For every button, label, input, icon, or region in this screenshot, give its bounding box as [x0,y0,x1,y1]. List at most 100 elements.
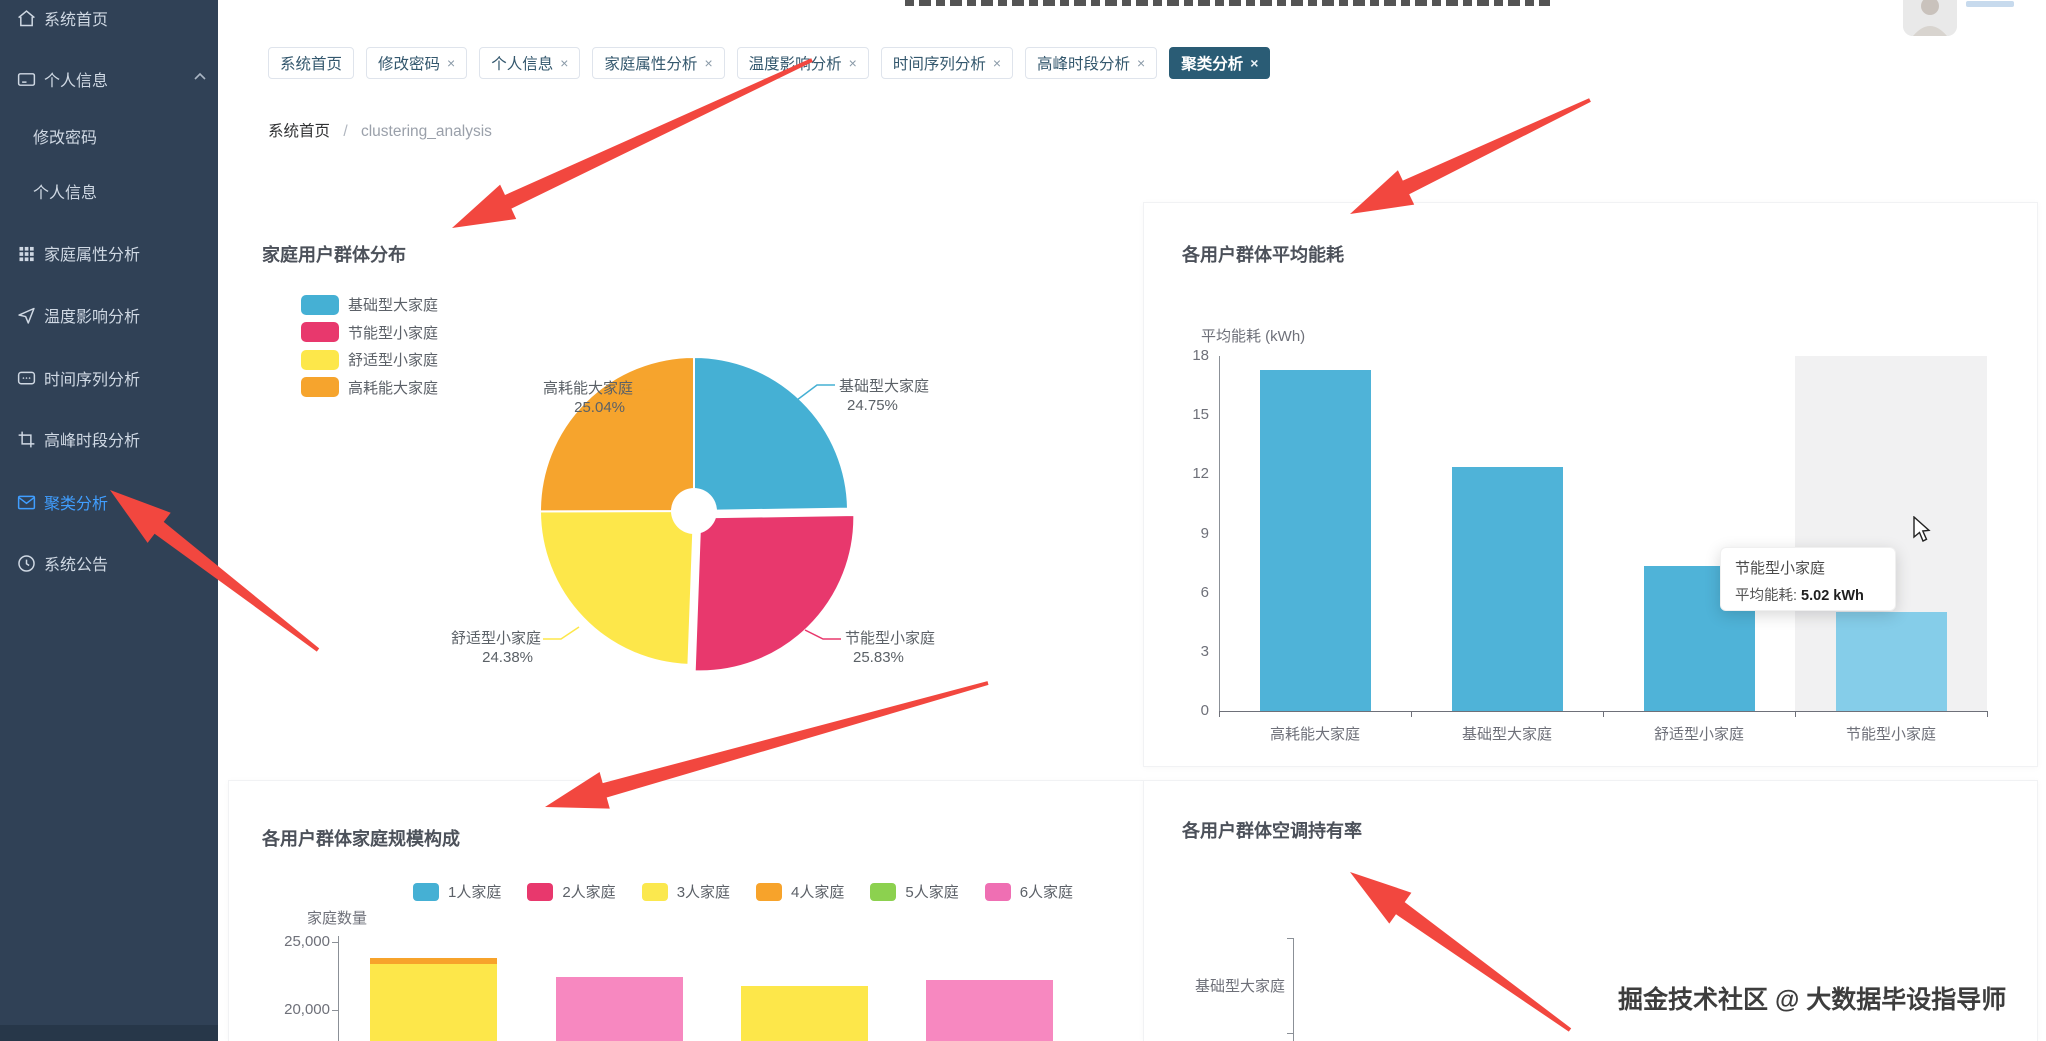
size-legend-item-5人家庭[interactable]: 5人家庭 [870,881,959,902]
pie-slice-基础型大家庭[interactable] [693,355,850,513]
axis-tick [332,1010,338,1011]
tag-tab-温度影响分析[interactable]: 温度影响分析 × [736,47,869,79]
x-axis-tick [1219,711,1220,717]
tag-label: 高峰时段分析 [1037,56,1131,73]
stacked-bar-segment[interactable] [741,985,868,1041]
stacked-bar-segment[interactable] [926,980,1053,1041]
tag-label: 系统首页 [280,56,343,73]
send-icon [16,305,37,326]
legend-label: 舒适型小家庭 [348,352,439,369]
sidebar-item-label: 高峰时段分析 [44,433,141,450]
pie-legend-item-舒适型小家庭[interactable]: 舒适型小家庭 [301,349,438,370]
breadcrumb-root[interactable]: 系统首页 [268,123,331,140]
sidebar-item-系统公告[interactable]: 系统公告 [0,546,218,580]
size-legend-item-4人家庭[interactable]: 4人家庭 [756,881,844,902]
sidebar-item-温度影响分析[interactable]: 温度影响分析 [0,298,218,332]
card-ac-ownership: 各用户群体空调持有率 基础型大家庭 [1143,780,2038,1041]
sidebar-item-label: 聚类分析 [44,496,109,513]
tag-label: 聚类分析 [1181,56,1244,73]
home-icon [16,8,37,29]
category-label: 基础型大家庭 [1194,978,1285,995]
sidebar-item-时间序列分析[interactable]: 时间序列分析 [0,361,218,395]
pie-legend-item-节能型小家庭[interactable]: 节能型小家庭 [301,322,438,343]
stacked-bar-segment[interactable] [370,963,497,1041]
sidebar-item-修改密码[interactable]: 修改密码 [0,119,218,153]
y-tick-label: 20,000 [284,1001,330,1018]
sidebar-item-个人信息[interactable]: 个人信息 [0,62,218,96]
sidebar-item-label: 系统公告 [44,557,109,574]
y-axis-line [338,936,339,1041]
pie-slice-节能型小家庭[interactable] [693,513,856,673]
stacked-bar-segment[interactable] [556,977,683,1041]
legend-swatch [413,882,439,901]
sidebar-item-个人信息[interactable]: 个人信息 [0,174,218,208]
y-axis-name: 平均能耗 (kWh) [1201,328,1306,345]
legend-swatch [301,322,339,342]
sidebar-footer [0,1025,218,1041]
bar-基础型大家庭[interactable] [1451,467,1563,711]
tag-label: 修改密码 [378,56,441,73]
close-icon[interactable]: × [992,55,1002,71]
bar-高耗能大家庭[interactable] [1259,369,1371,711]
sidebar-item-label: 家庭属性分析 [44,247,141,264]
size-legend-item-3人家庭[interactable]: 3人家庭 [641,881,731,902]
sidebar-item-label: 个人信息 [44,73,109,90]
stacked-bar-cap[interactable] [370,958,497,964]
tag-tab-时间序列分析[interactable]: 时间序列分析 × [880,47,1014,79]
pie-label-connector [804,629,841,640]
pie-label-percent: 25.04% [574,399,625,416]
tag-tab-聚类分析[interactable]: 聚类分析 × [1169,47,1271,79]
tag-label: 温度影响分析 [748,56,842,73]
tag-tab-个人信息[interactable]: 个人信息 × [479,47,581,79]
sidebar-item-系统首页[interactable]: 系统首页 [0,1,218,35]
legend-swatch [756,882,783,901]
size-legend-item-6人家庭[interactable]: 6人家庭 [984,881,1073,902]
pie-slice-高耗能大家庭[interactable] [538,355,695,513]
sidebar-item-聚类分析[interactable]: 聚类分析 [0,485,218,519]
close-icon[interactable]: × [1137,55,1146,71]
pie-label-name: 基础型大家庭 [839,378,929,395]
pie-legend-item-基础型大家庭[interactable]: 基础型大家庭 [301,294,438,315]
pie-legend-item-高耗能大家庭[interactable]: 高耗能大家庭 [301,377,438,398]
tag-tab-高峰时段分析[interactable]: 高峰时段分析 × [1025,47,1158,79]
size-legend-item-1人家庭[interactable]: 1人家庭 [413,881,501,902]
legend-swatch [527,882,554,901]
pie-label-name: 舒适型小家庭 [451,630,541,647]
sidebar-item-label: 修改密码 [33,130,98,147]
bar-节能型小家庭[interactable] [1835,611,1947,711]
legend-label: 3人家庭 [676,884,731,901]
close-icon[interactable]: × [704,55,713,71]
close-icon[interactable]: × [560,55,569,71]
pie-slice-舒适型小家庭[interactable] [538,509,696,666]
axis-tick [1287,1033,1293,1034]
close-icon[interactable]: × [1250,55,1259,71]
pie-label-name: 高耗能大家庭 [543,380,633,397]
sidebar-item-高峰时段分析[interactable]: 高峰时段分析 [0,422,218,456]
tag-tab-系统首页[interactable]: 系统首页 [268,47,355,79]
watermark-text: 掘金技术社区 @ 大数据毕设指导师 [1618,986,2007,1014]
x-axis-tick [1603,711,1604,717]
y-tick-label: 25,000 [284,933,330,950]
sidebar-item-家庭属性分析[interactable]: 家庭属性分析 [0,236,218,270]
sidebar-item-label: 温度影响分析 [44,309,141,326]
card-household-cluster-distribution: 家庭用户群体分布 基础型大家庭 节能型小家庭 舒适型小家庭 高耗能大家庭 高耗能大家庭… [228,202,1145,765]
pie-label-name: 节能型小家庭 [845,630,935,647]
chart-tooltip: 节能型小家庭 平均能耗: 5.02 kWh [1720,547,1896,611]
clipped-username-text [1966,1,2014,7]
tag-tab-家庭属性分析[interactable]: 家庭属性分析 × [592,47,725,79]
legend-swatch [984,882,1011,901]
y-tick-label: 15 [1192,406,1209,424]
y-tick-label: 0 [1200,702,1209,719]
close-icon[interactable]: × [447,55,456,71]
pie-label-percent: 25.83% [853,649,904,666]
card-average-energy: 各用户群体平均能耗 平均能耗 (kWh) 0 3 6 9 12 15 18 高耗能大家庭 基础型… [1143,202,2038,767]
pie-label-connector [543,626,580,640]
close-icon[interactable]: × [848,55,857,71]
pie-label-connector [796,384,835,401]
y-axis-line [1219,356,1220,711]
size-legend-item-2人家庭[interactable]: 2人家庭 [527,881,616,902]
chevron-up-icon[interactable] [193,70,207,84]
avatar[interactable] [1903,0,1957,36]
tag-tab-修改密码[interactable]: 修改密码 × [366,47,468,79]
